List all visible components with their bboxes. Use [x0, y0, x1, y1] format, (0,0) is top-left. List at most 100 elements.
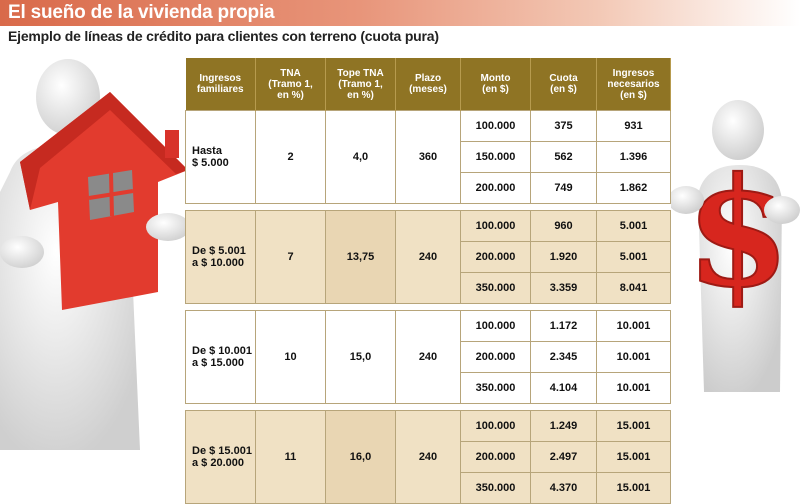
- required-income-cell: 5.001: [596, 241, 671, 273]
- amount-cell: 200.000: [460, 241, 531, 273]
- column-header-line: Cuota: [549, 73, 578, 84]
- column-header-line: familiares: [196, 84, 244, 95]
- amount-cell: 200.000: [460, 441, 531, 473]
- table-row: 200.000 1.920 5.001: [186, 241, 671, 273]
- page-title: El sueño de la vivienda propia: [8, 2, 275, 23]
- term-cell: 240: [395, 410, 461, 504]
- column-header-line: Ingresos: [199, 73, 242, 84]
- credit-lines-table: Ingresos familiares TNA (Tramo 1, en %) Tope …: [185, 58, 671, 504]
- tope-tna-cell: 16,0: [325, 410, 396, 504]
- svg-text:$: $: [686, 145, 790, 321]
- income-group: De $ 15.001 a $ 20.000 11 16,0 240 100.000 1.2…: [185, 410, 671, 504]
- income-range-cell: De $ 5.001 a $ 10.000: [185, 210, 256, 304]
- column-header-line: (en $): [620, 89, 647, 101]
- required-income-cell: 10.001: [596, 310, 671, 342]
- table-row: De $ 10.001 a $ 15.000 10 15,0 240 100.000 1.1…: [185, 310, 671, 404]
- column-header-line: en %): [277, 89, 304, 101]
- house-icon: [20, 92, 188, 310]
- required-income-cell: 8.041: [596, 272, 671, 304]
- installment-cell: 4.370: [530, 472, 597, 504]
- tna-cell: 11: [255, 410, 326, 504]
- income-group: De $ 5.001 a $ 10.000 7 13,75 240 100.000 960 5…: [185, 210, 671, 304]
- dollar-sign-icon: $: [685, 144, 791, 322]
- required-income-cell: 10.001: [596, 341, 671, 373]
- installment-cell: 562: [530, 141, 597, 173]
- title-banner: El sueño de la vivienda propia: [0, 0, 800, 26]
- column-header-line: (en $): [482, 84, 509, 95]
- subtitle: Ejemplo de líneas de crédito para client…: [8, 28, 439, 44]
- installment-cell: 1.172: [530, 310, 597, 342]
- income-range-cell: De $ 15.001 a $ 20.000: [185, 410, 256, 504]
- amount-cell: 100.000: [460, 410, 531, 442]
- installment-cell: 375: [530, 110, 597, 142]
- column-header-line: Ingresos: [612, 67, 655, 79]
- income-range-cell: Hasta $ 5.000: [185, 110, 256, 204]
- installment-cell: 960: [530, 210, 597, 242]
- column-header: Plazo (meses): [395, 58, 461, 111]
- income-range-cell: De $ 10.001 a $ 15.000: [185, 310, 256, 404]
- column-header: Monto (en $): [460, 58, 531, 111]
- amount-cell: 100.000: [460, 210, 531, 242]
- installment-cell: 4.104: [530, 372, 597, 404]
- term-cell: 360: [395, 110, 461, 204]
- tope-tna-cell: 13,75: [325, 210, 396, 304]
- column-header: TNA (Tramo 1, en %): [255, 58, 326, 111]
- required-income-cell: 1.862: [596, 172, 671, 204]
- table-row: 350.000 4.104 10.001: [186, 372, 671, 404]
- installment-cell: 1.920: [530, 241, 597, 273]
- tope-tna-cell: 15,0: [325, 310, 396, 404]
- income-range-line: a $ 15.000: [192, 357, 244, 369]
- column-header-line: necesarios: [607, 78, 660, 90]
- income-range-line: a $ 10.000: [192, 257, 244, 269]
- income-group: De $ 10.001 a $ 15.000 10 15,0 240 100.000 1.1…: [185, 310, 671, 404]
- amount-cell: 100.000: [460, 310, 531, 342]
- income-range-line: De $ 15.001: [192, 445, 252, 457]
- table-row: De $ 15.001 a $ 20.000 11 16,0 240 100.000 1.2…: [185, 410, 671, 504]
- table-row: 200.000 749 1.862: [186, 172, 671, 204]
- figure-holding-dollar-sign-icon: $: [660, 100, 800, 400]
- required-income-cell: 931: [596, 110, 671, 142]
- table-header-row: Ingresos familiares TNA (Tramo 1, en %) Tope …: [185, 58, 671, 111]
- required-income-cell: 15.001: [596, 441, 671, 473]
- amount-cell: 100.000: [460, 110, 531, 142]
- required-income-cell: 15.001: [596, 410, 671, 442]
- column-header-line: Monto: [480, 73, 511, 84]
- amount-cell: 150.000: [460, 141, 531, 173]
- income-range-line: De $ 5.001: [192, 245, 246, 257]
- column-header-line: (en $): [550, 84, 577, 95]
- amount-cell: 350.000: [460, 472, 531, 504]
- tna-cell: 7: [255, 210, 326, 304]
- column-header-line: Tope TNA: [337, 67, 384, 79]
- column-header-line: (Tramo 1,: [268, 78, 313, 90]
- table-row: 350.000 3.359 8.041: [186, 272, 671, 304]
- installment-cell: 2.345: [530, 341, 597, 373]
- required-income-cell: 10.001: [596, 372, 671, 404]
- column-header-line: en %): [347, 89, 374, 101]
- tna-cell: 2: [255, 110, 326, 204]
- income-range-line: a $ 20.000: [192, 457, 244, 469]
- income-range-line: Hasta: [192, 145, 222, 157]
- installment-cell: 1.249: [530, 410, 597, 442]
- column-header: Tope TNA (Tramo 1, en %): [325, 58, 396, 111]
- installment-cell: 749: [530, 172, 597, 204]
- column-header-line: Plazo: [414, 73, 442, 84]
- table-row: 150.000 562 1.396: [186, 141, 671, 173]
- column-header: Ingresos familiares: [185, 58, 256, 111]
- installment-cell: 2.497: [530, 441, 597, 473]
- required-income-cell: 5.001: [596, 210, 671, 242]
- income-group: Hasta $ 5.000 2 4,0 360 100.000 375 931 150.000 5…: [185, 110, 671, 204]
- installment-cell: 3.359: [530, 272, 597, 304]
- column-header: Ingresos necesarios (en $): [596, 58, 671, 111]
- column-header: Cuota (en $): [530, 58, 597, 111]
- amount-cell: 200.000: [460, 172, 531, 204]
- term-cell: 240: [395, 210, 461, 304]
- table-row: De $ 5.001 a $ 10.000 7 13,75 240 100.000 960 5…: [185, 210, 671, 304]
- amount-cell: 350.000: [460, 272, 531, 304]
- column-header-line: (meses): [409, 84, 447, 95]
- income-range-line: De $ 10.001: [192, 345, 252, 357]
- income-range-line: $ 5.000: [192, 157, 229, 169]
- amount-cell: 350.000: [460, 372, 531, 404]
- tope-tna-cell: 4,0: [325, 110, 396, 204]
- column-header-line: TNA: [280, 67, 301, 79]
- required-income-cell: 1.396: [596, 141, 671, 173]
